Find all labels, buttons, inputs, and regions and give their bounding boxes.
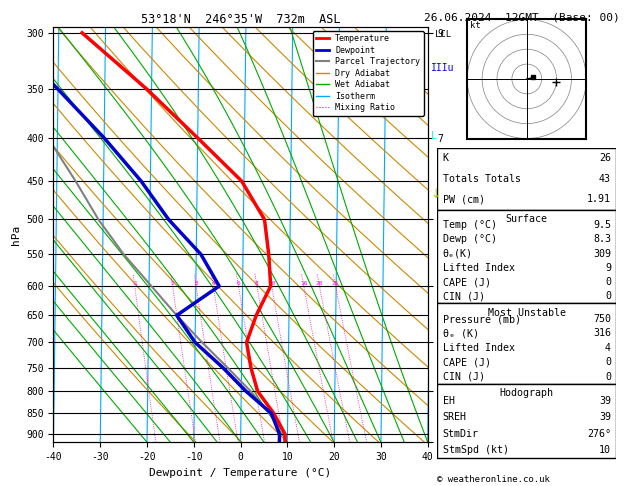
Text: 750: 750 (593, 314, 611, 324)
Text: 0: 0 (605, 357, 611, 367)
Text: 0: 0 (605, 291, 611, 301)
Y-axis label: km
ASL: km ASL (455, 235, 473, 256)
Text: 8.3: 8.3 (593, 234, 611, 244)
Text: 4: 4 (211, 281, 215, 286)
Text: 2: 2 (170, 281, 174, 286)
Text: 20: 20 (316, 281, 323, 286)
Text: Temp (°C): Temp (°C) (443, 220, 496, 230)
Title: 53°18'N  246°35'W  732m  ASL: 53°18'N 246°35'W 732m ASL (141, 13, 340, 26)
X-axis label: Dewpoint / Temperature (°C): Dewpoint / Temperature (°C) (150, 468, 331, 478)
Text: 309: 309 (593, 249, 611, 259)
Text: © weatheronline.co.uk: © weatheronline.co.uk (437, 474, 550, 484)
Text: 9.5: 9.5 (593, 220, 611, 230)
Bar (437, 384, 616, 458)
Text: 9: 9 (605, 263, 611, 273)
Text: θₑ (K): θₑ (K) (443, 329, 479, 338)
Text: 26: 26 (599, 154, 611, 163)
Text: StmSpd (kt): StmSpd (kt) (443, 445, 508, 455)
Text: 316: 316 (593, 329, 611, 338)
Text: 8: 8 (255, 281, 259, 286)
Text: K: K (443, 154, 448, 163)
Text: Hodograph: Hodograph (500, 388, 554, 399)
Text: 43: 43 (599, 174, 611, 184)
Text: 26.06.2024  12GMT  (Base: 00): 26.06.2024 12GMT (Base: 00) (424, 12, 620, 22)
Text: Surface: Surface (506, 214, 548, 224)
Text: ↓: ↓ (431, 188, 442, 201)
Text: 25: 25 (332, 281, 339, 286)
Text: CIN (J): CIN (J) (443, 372, 484, 382)
Text: 0: 0 (605, 277, 611, 287)
Text: CAPE (J): CAPE (J) (443, 357, 491, 367)
Text: 6: 6 (237, 281, 240, 286)
Text: L: L (431, 131, 437, 141)
Text: 10: 10 (599, 445, 611, 455)
Text: 1.91: 1.91 (587, 194, 611, 205)
Text: LCL: LCL (435, 30, 452, 39)
Text: 39: 39 (599, 396, 611, 406)
Text: 1: 1 (133, 281, 136, 286)
Text: 39: 39 (599, 412, 611, 422)
Text: CAPE (J): CAPE (J) (443, 277, 491, 287)
Text: SREH: SREH (443, 412, 467, 422)
Text: 3: 3 (194, 281, 198, 286)
Text: 10: 10 (268, 281, 276, 286)
Text: θₑ(K): θₑ(K) (443, 249, 472, 259)
Text: Pressure (mb): Pressure (mb) (443, 314, 521, 324)
Bar (437, 303, 616, 384)
Text: Most Unstable: Most Unstable (487, 308, 566, 317)
Legend: Temperature, Dewpoint, Parcel Trajectory, Dry Adiabat, Wet Adiabat, Isotherm, Mi: Temperature, Dewpoint, Parcel Trajectory… (313, 31, 423, 116)
Text: IIIu: IIIu (431, 63, 454, 73)
Text: Totals Totals: Totals Totals (443, 174, 521, 184)
Text: Mixing Ratio (g/kg): Mixing Ratio (g/kg) (482, 179, 493, 290)
Text: Lifted Index: Lifted Index (443, 263, 515, 273)
Text: Dewp (°C): Dewp (°C) (443, 234, 496, 244)
Text: 16: 16 (300, 281, 308, 286)
Text: 276°: 276° (587, 429, 611, 439)
Bar (437, 209, 616, 303)
Text: PW (cm): PW (cm) (443, 194, 484, 205)
Text: Lifted Index: Lifted Index (443, 343, 515, 353)
Text: CIN (J): CIN (J) (443, 291, 484, 301)
Text: 4: 4 (605, 343, 611, 353)
Text: kt: kt (470, 21, 481, 30)
Text: EH: EH (443, 396, 455, 406)
Y-axis label: hPa: hPa (11, 225, 21, 244)
Text: StmDir: StmDir (443, 429, 479, 439)
Bar (437, 148, 616, 209)
Text: 0: 0 (605, 372, 611, 382)
